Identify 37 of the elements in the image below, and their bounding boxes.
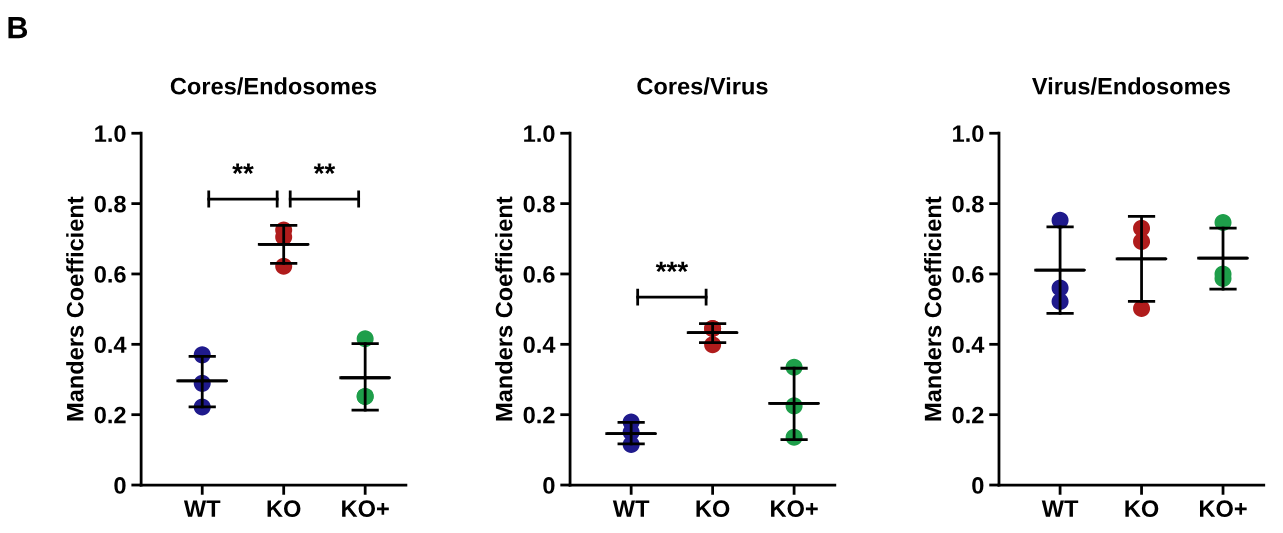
y-tick-label: 0.4 <box>523 336 556 354</box>
annotation: *** <box>655 261 689 273</box>
annotation: ** <box>313 163 336 174</box>
y-tick-label: 0 <box>114 477 126 494</box>
y-tick-label: 1.0 <box>95 125 126 143</box>
y-tick-label: 1.0 <box>953 125 984 143</box>
x-tick-label: WT <box>1041 500 1079 517</box>
y-tick-label: 0.2 <box>952 406 984 424</box>
chart-title: Virus/Endosomes <box>1032 77 1230 95</box>
y-axis-title: Manders Coefficient <box>66 196 84 421</box>
x-tick-label: KO <box>267 500 301 517</box>
y-tick-label: 0.4 <box>952 336 985 354</box>
y-tick-label: 0.8 <box>523 195 555 213</box>
x-tick-label: KO+ <box>771 500 818 517</box>
y-tick-label: 1.0 <box>524 125 555 143</box>
x-tick-label: WT <box>612 500 650 517</box>
chart-title: Cores/Endosomes <box>170 77 377 95</box>
text: B <box>8 17 28 39</box>
x-tick-label: KO <box>696 500 730 517</box>
y-tick-label: 0.6 <box>94 266 126 283</box>
x-tick-label: KO <box>1125 500 1159 517</box>
x-tick-label: WT <box>183 500 221 517</box>
y-axis-title: Manders Coefficient <box>495 196 513 421</box>
annotation: ** <box>232 163 254 174</box>
y-tick-label: 0.2 <box>94 406 126 424</box>
y-tick-label: 0.8 <box>952 195 984 213</box>
y-tick-label: 0 <box>543 477 555 494</box>
x-tick-label: KO+ <box>1200 500 1247 517</box>
x-tick-label: KO+ <box>342 500 389 517</box>
y-axis-title: Manders Coefficient <box>924 196 942 421</box>
y-tick-label: 0.4 <box>94 336 127 354</box>
y-tick-label: 0.2 <box>523 406 555 424</box>
chart-title: Cores/Virus <box>637 77 768 95</box>
y-tick-label: 0.8 <box>94 195 126 213</box>
y-tick-label: 0.6 <box>523 266 555 283</box>
y-tick-label: 0 <box>972 477 984 494</box>
y-tick-label: 0.6 <box>952 266 984 283</box>
